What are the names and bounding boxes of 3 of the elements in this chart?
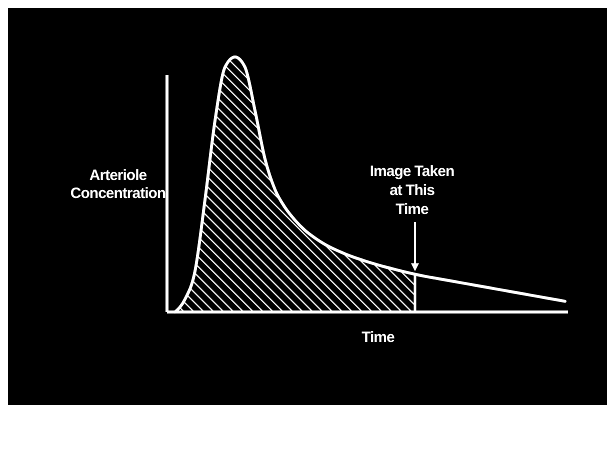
y-axis-title: Arteriole Concentration <box>70 167 166 202</box>
x-axis-title: Time <box>362 329 395 346</box>
annotation: Image Taken at This Time <box>370 163 454 218</box>
